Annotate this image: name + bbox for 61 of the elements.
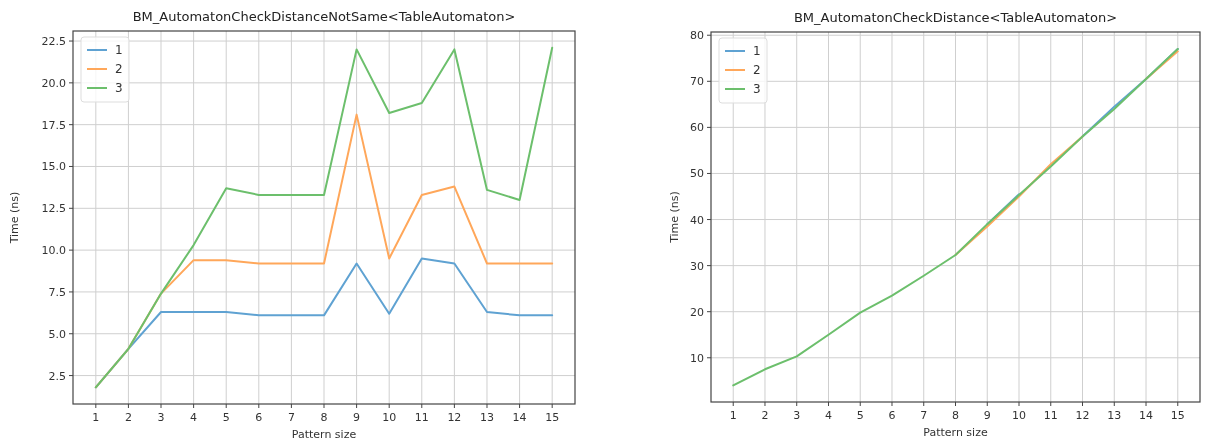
x-tick-label: 12 (1075, 409, 1090, 422)
x-tick-label: 12 (447, 411, 462, 424)
y-tick-label: 40 (690, 213, 704, 227)
y-tick-label: 15.0 (41, 160, 66, 174)
x-tick-label: 3 (793, 409, 801, 422)
x-tick-label: 14 (512, 411, 527, 424)
legend-label: 2 (115, 62, 123, 76)
y-tick-label: 7.5 (48, 285, 66, 299)
x-tick-label: 7 (287, 411, 295, 424)
x-tick-label: 2 (761, 409, 769, 422)
x-tick-label: 1 (729, 409, 737, 422)
x-tick-label: 13 (479, 411, 494, 424)
x-tick-label: 15 (1170, 409, 1185, 422)
y-tick-label: 17.5 (41, 118, 66, 132)
y-tick-label: 10.0 (41, 244, 66, 258)
x-tick-label: 3 (157, 411, 165, 424)
x-tick-label: 11 (414, 411, 429, 424)
y-tick-label: 22.5 (41, 35, 66, 49)
line-series (732, 48, 1179, 387)
y-tick-label: 30 (690, 259, 704, 273)
legend-label: 1 (753, 44, 761, 58)
x-tick-label: 6 (255, 411, 263, 424)
y-tick-label: 60 (690, 121, 704, 135)
y-axis-title: Time (ns) (668, 191, 681, 244)
x-tick-label: 14 (1139, 409, 1154, 422)
x-axis-title: Pattern size (923, 426, 988, 439)
y-tick-label: 80 (690, 29, 704, 43)
y-axis-title: Time (ns) (8, 191, 21, 245)
y-tick-label: 70 (690, 75, 704, 89)
y-tick-label: 2.5 (48, 369, 66, 383)
y-tick-label: 10 (690, 351, 704, 365)
x-tick-label: 4 (190, 411, 198, 424)
x-tick-label: 9 (353, 411, 361, 424)
x-tick-label: 6 (888, 409, 896, 422)
legend-label: 3 (115, 81, 123, 95)
x-tick-label: 10 (1012, 409, 1027, 422)
x-tick-label: 8 (952, 409, 959, 422)
line-series (94, 46, 554, 389)
x-tick-label: 5 (856, 409, 864, 422)
y-tick-label: 12.5 (41, 202, 66, 216)
y-tick-label: 20.0 (41, 76, 66, 90)
y-tick-label: 5.0 (48, 327, 66, 341)
x-tick-label: 9 (983, 409, 991, 422)
x-tick-label: 11 (1043, 409, 1058, 422)
x-tick-label: 8 (320, 411, 328, 424)
legend-label: 3 (753, 82, 761, 96)
x-tick-label: 1 (92, 411, 100, 424)
legend-label: 1 (115, 43, 123, 57)
legend-label: 2 (753, 63, 761, 77)
x-tick-label: 13 (1107, 409, 1122, 422)
x-tick-label: 15 (545, 411, 560, 424)
chart-title: BM_AutomatonCheckDistance<TableAutomaton> (793, 10, 1118, 25)
x-tick-label: 5 (222, 411, 230, 424)
y-tick-label: 50 (690, 167, 704, 181)
x-tick-label: 2 (124, 411, 132, 424)
x-tick-label: 10 (382, 411, 397, 424)
y-tick-label: 20 (690, 305, 704, 319)
x-tick-label: 4 (824, 409, 832, 422)
x-tick-label: 7 (920, 409, 928, 422)
chart-title: BM_AutomatonCheckDistanceNotSame<TableAutomaton> (132, 9, 516, 24)
x-axis-title: Pattern size (291, 428, 357, 441)
